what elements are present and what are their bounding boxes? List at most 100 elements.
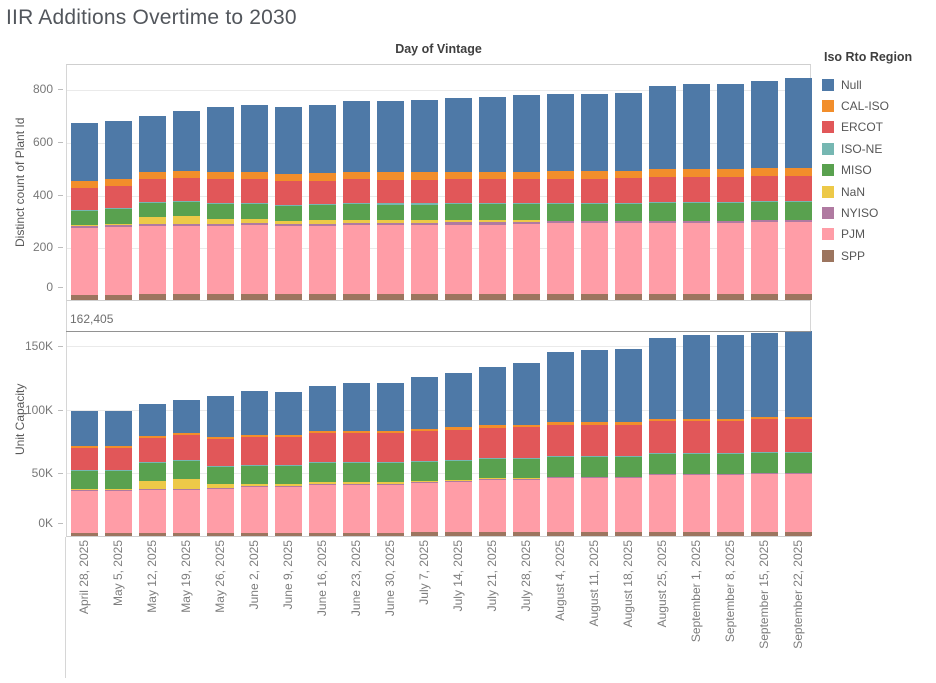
bar-segment-cal-iso[interactable]	[241, 172, 268, 179]
bar-segment-nyiso[interactable]	[343, 484, 370, 485]
bar-april-28-2025[interactable]	[71, 411, 98, 536]
bar-segment-ercot[interactable]	[615, 178, 642, 203]
bar-segment-spp[interactable]	[241, 533, 268, 536]
bar-segment-pjm[interactable]	[377, 485, 404, 533]
bar-segment-ercot[interactable]	[71, 188, 98, 210]
bar-august-4-2025[interactable]	[547, 94, 574, 300]
bar-segment-nyiso[interactable]	[105, 225, 132, 227]
bar-segment-ercot[interactable]	[445, 430, 472, 460]
legend-item-ercot[interactable]: ERCOT	[822, 117, 934, 138]
bar-september-8-2025[interactable]	[717, 84, 744, 300]
bar-segment-nyiso[interactable]	[683, 221, 710, 223]
bar-segment-null[interactable]	[649, 86, 676, 169]
bar-segment-iso-ne[interactable]	[785, 201, 812, 202]
bar-july-28-2025[interactable]	[513, 363, 540, 536]
bar-segment-ercot[interactable]	[377, 433, 404, 462]
bar-june-23-2025[interactable]	[343, 101, 370, 300]
legend-item-pjm[interactable]: PJM	[822, 224, 934, 245]
bar-segment-miso[interactable]	[615, 457, 642, 477]
bar-july-28-2025[interactable]	[513, 95, 540, 300]
bar-segment-miso[interactable]	[547, 457, 574, 477]
bar-segment-iso-ne[interactable]	[309, 204, 336, 205]
bar-segment-nyiso[interactable]	[343, 223, 370, 225]
bar-segment-null[interactable]	[581, 350, 608, 422]
bar-july-14-2025[interactable]	[445, 98, 472, 300]
bar-august-25-2025[interactable]	[649, 86, 676, 300]
bar-segment-pjm[interactable]	[275, 487, 302, 533]
bar-segment-spp[interactable]	[173, 533, 200, 536]
bar-segment-pjm[interactable]	[411, 225, 438, 294]
bar-segment-nan[interactable]	[309, 220, 336, 224]
bar-segment-cal-iso[interactable]	[309, 173, 336, 181]
bar-segment-pjm[interactable]	[649, 475, 676, 532]
bar-segment-nan[interactable]	[513, 220, 540, 222]
bar-segment-pjm[interactable]	[207, 226, 234, 294]
bar-segment-pjm[interactable]	[343, 225, 370, 294]
bar-segment-null[interactable]	[377, 101, 404, 172]
bar-segment-miso[interactable]	[683, 203, 710, 221]
bar-segment-nan[interactable]	[445, 220, 472, 222]
bar-segment-miso[interactable]	[309, 463, 336, 482]
bar-segment-null[interactable]	[445, 373, 472, 427]
bar-segment-iso-ne[interactable]	[751, 452, 778, 453]
bar-segment-pjm[interactable]	[377, 225, 404, 294]
bar-segment-cal-iso[interactable]	[717, 419, 744, 421]
bar-segment-nyiso[interactable]	[105, 490, 132, 491]
bar-segment-nan[interactable]	[445, 480, 472, 481]
bar-segment-miso[interactable]	[649, 203, 676, 221]
bar-segment-nan[interactable]	[377, 220, 404, 223]
bar-segment-iso-ne[interactable]	[71, 210, 98, 211]
bar-segment-null[interactable]	[785, 331, 812, 417]
bar-segment-iso-ne[interactable]	[445, 203, 472, 204]
bar-segment-miso[interactable]	[377, 463, 404, 482]
bar-segment-cal-iso[interactable]	[649, 419, 676, 421]
bar-segment-pjm[interactable]	[751, 222, 778, 294]
bar-august-11-2025[interactable]	[581, 350, 608, 536]
bar-segment-iso-ne[interactable]	[717, 453, 744, 454]
bar-segment-null[interactable]	[479, 367, 506, 425]
bar-segment-ercot[interactable]	[649, 177, 676, 202]
bar-segment-nyiso[interactable]	[275, 224, 302, 226]
bar-segment-nyiso[interactable]	[309, 484, 336, 485]
bar-segment-iso-ne[interactable]	[377, 203, 404, 205]
bar-segment-ercot[interactable]	[173, 435, 200, 460]
bar-segment-cal-iso[interactable]	[683, 419, 710, 421]
bar-segment-spp[interactable]	[785, 294, 812, 300]
bar-segment-ercot[interactable]	[581, 425, 608, 456]
bar-segment-ercot[interactable]	[547, 425, 574, 456]
bar-segment-iso-ne[interactable]	[139, 202, 166, 203]
bar-segment-ercot[interactable]	[105, 186, 132, 208]
bar-segment-null[interactable]	[139, 404, 166, 436]
bar-segment-miso[interactable]	[343, 204, 370, 220]
bar-segment-spp[interactable]	[785, 532, 812, 536]
bar-segment-miso[interactable]	[581, 204, 608, 221]
bar-segment-miso[interactable]	[309, 205, 336, 220]
bar-segment-null[interactable]	[649, 338, 676, 419]
bar-segment-cal-iso[interactable]	[105, 446, 132, 448]
bar-segment-spp[interactable]	[717, 532, 744, 536]
bar-segment-null[interactable]	[683, 335, 710, 419]
bar-july-7-2025[interactable]	[411, 377, 438, 536]
bar-segment-miso[interactable]	[411, 205, 438, 220]
legend-item-nyiso[interactable]: NYISO	[822, 202, 934, 223]
bar-june-30-2025[interactable]	[377, 383, 404, 536]
bar-segment-miso[interactable]	[377, 205, 404, 220]
bar-segment-nyiso[interactable]	[411, 482, 438, 483]
bar-segment-nyiso[interactable]	[785, 473, 812, 474]
bar-july-7-2025[interactable]	[411, 100, 438, 300]
bar-segment-miso[interactable]	[207, 204, 234, 219]
bar-june-16-2025[interactable]	[309, 386, 336, 536]
bar-segment-iso-ne[interactable]	[173, 201, 200, 202]
bar-august-18-2025[interactable]	[615, 349, 642, 536]
bar-segment-nyiso[interactable]	[513, 222, 540, 224]
bar-segment-cal-iso[interactable]	[207, 437, 234, 439]
bar-segment-spp[interactable]	[343, 533, 370, 536]
bar-segment-null[interactable]	[275, 107, 302, 174]
bar-segment-spp[interactable]	[717, 294, 744, 300]
bar-segment-spp[interactable]	[309, 533, 336, 536]
bar-segment-miso[interactable]	[139, 203, 166, 217]
bar-segment-ercot[interactable]	[547, 179, 574, 203]
bar-segment-nyiso[interactable]	[445, 481, 472, 482]
bar-segment-spp[interactable]	[71, 295, 98, 300]
bar-segment-spp[interactable]	[513, 294, 540, 300]
